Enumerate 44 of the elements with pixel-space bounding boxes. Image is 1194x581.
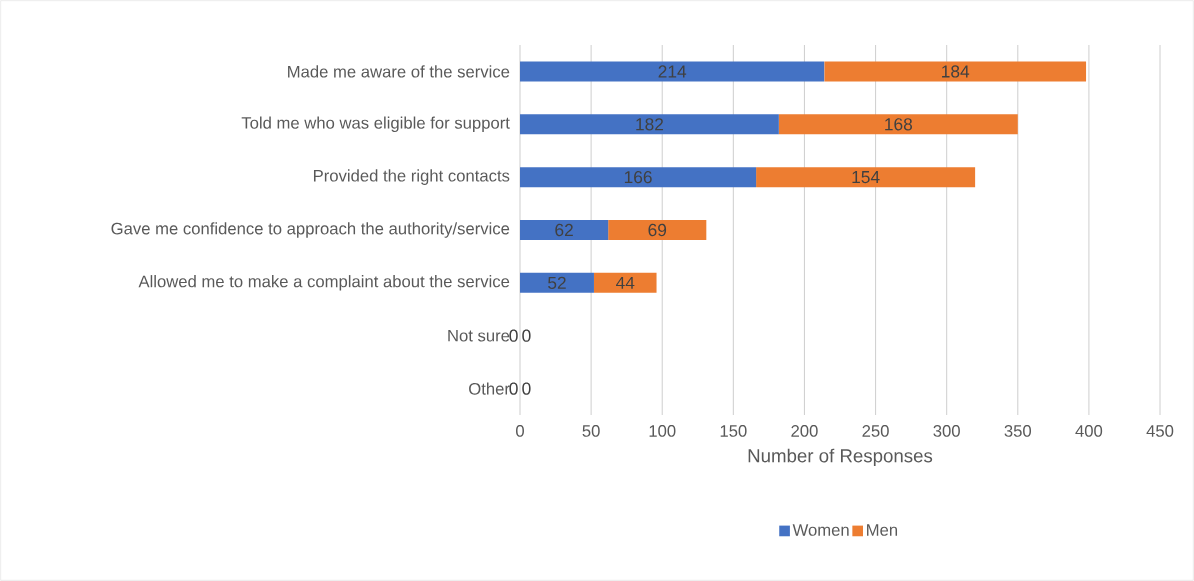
data-label: 184 bbox=[942, 65, 970, 78]
x-axis-title: Number of Responses bbox=[748, 448, 933, 467]
y-tick-label: Other bbox=[469, 382, 510, 395]
x-tick-label: 200 bbox=[791, 425, 818, 437]
bar bbox=[520, 114, 779, 135]
data-label: 62 bbox=[555, 223, 573, 237]
y-tick-label: Provided the right contacts bbox=[313, 169, 510, 185]
x-tick-label: 300 bbox=[933, 425, 960, 437]
bar bbox=[520, 61, 825, 82]
data-label: 154 bbox=[852, 171, 880, 184]
bar bbox=[520, 272, 594, 293]
data-label: 44 bbox=[616, 276, 635, 289]
y-tick-label: Told me who was eligible for support bbox=[241, 116, 510, 133]
y-tick-label: Gave me confidence to approach the authority/service bbox=[111, 222, 510, 238]
bar bbox=[824, 61, 1087, 82]
legend-label: Men bbox=[867, 524, 898, 536]
x-tick-label: 450 bbox=[1146, 425, 1174, 437]
x-tick-label: 250 bbox=[862, 425, 889, 437]
data-label: 0 bbox=[509, 382, 518, 395]
x-tick-label: 350 bbox=[1004, 425, 1032, 437]
data-label: 52 bbox=[548, 276, 566, 289]
data-label: 0 bbox=[522, 329, 531, 342]
data-label: 0 bbox=[509, 329, 518, 342]
x-tick-label: 50 bbox=[582, 425, 600, 437]
data-label: 166 bbox=[624, 171, 652, 184]
legend-label: Women bbox=[792, 524, 849, 536]
data-label: 168 bbox=[885, 118, 913, 131]
data-label: 214 bbox=[658, 65, 687, 78]
x-tick-label: 150 bbox=[720, 425, 747, 437]
y-tick-label: Made me aware of the service bbox=[288, 65, 510, 78]
data-label: 69 bbox=[648, 223, 667, 237]
bar bbox=[778, 114, 1018, 135]
bar bbox=[593, 272, 657, 293]
bar bbox=[756, 167, 976, 188]
x-tick-label: 0 bbox=[516, 425, 524, 437]
y-tick-label: Not sure bbox=[448, 329, 510, 342]
y-tick-label: Allowed me to make a complaint about the service bbox=[138, 275, 510, 291]
data-label: 0 bbox=[522, 382, 531, 395]
bar bbox=[608, 220, 707, 240]
x-tick-label: 100 bbox=[649, 425, 676, 437]
x-tick-label: 400 bbox=[1075, 425, 1103, 437]
bar bbox=[520, 220, 609, 240]
bar bbox=[520, 167, 757, 188]
data-label: 182 bbox=[636, 118, 664, 131]
